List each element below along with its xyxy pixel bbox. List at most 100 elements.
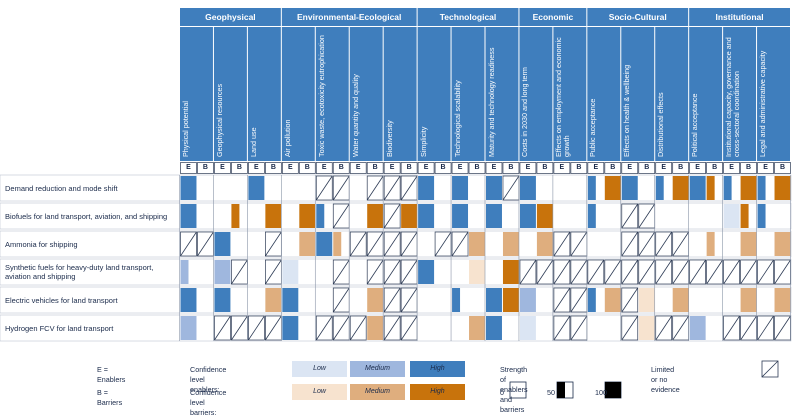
strength-bar (486, 316, 502, 340)
column-label: Geophysical resources (214, 83, 224, 157)
column-header-cell (655, 27, 689, 161)
no-evidence-diagonal (638, 259, 656, 285)
no-evidence-diagonal (774, 259, 791, 285)
eb-cell (502, 162, 520, 174)
column-header-cell (689, 27, 723, 161)
no-evidence-diagonal (655, 259, 673, 285)
legend-strength-title: Strength of enablers and barriers (500, 365, 528, 414)
eb-label: B (474, 164, 480, 171)
strength-bar (536, 204, 553, 228)
column-label: Biodiversity (384, 120, 394, 157)
column-header-cell (247, 27, 281, 161)
column-label: Political acceptance (690, 93, 700, 157)
strength-bar (587, 288, 596, 312)
strength-bar (418, 176, 435, 200)
category-label: Economic (532, 12, 574, 22)
no-evidence-diagonal (570, 315, 588, 341)
column-header-cell (383, 27, 417, 161)
legend-swatch-barrier (292, 384, 347, 400)
legend-no-evidence-diagonal (761, 360, 779, 378)
no-evidence-diagonal (383, 175, 401, 201)
legend-confidence-enablers: Confidence level enablers: (190, 365, 227, 394)
eb-label: B (644, 164, 650, 171)
strength-bar (316, 204, 325, 228)
legend-barriers-key: B = Barriers (97, 388, 123, 407)
strength-bar (587, 176, 596, 200)
column-label: Water quantity and quality (350, 74, 360, 157)
legend-strength-value: 100 (595, 388, 607, 397)
strength-bar (638, 288, 655, 312)
no-evidence-diagonal (434, 231, 452, 257)
row-label: Ammonia for shipping (5, 239, 78, 249)
column-label: Simplicity (418, 126, 428, 157)
row-label: Electric vehicles for land transport (5, 295, 118, 305)
category-label: Socio-Cultural (608, 12, 667, 22)
eb-label: B (304, 164, 310, 171)
eb-label: E (491, 164, 497, 171)
strength-bar (723, 204, 740, 228)
eb-cell (468, 162, 486, 174)
no-evidence-diagonal (723, 259, 740, 285)
strength-bar (502, 232, 519, 256)
no-evidence-diagonal (553, 315, 571, 341)
no-evidence-diagonal (180, 231, 197, 257)
eb-cell (638, 162, 656, 174)
strength-bar (502, 288, 519, 312)
legend-swatch-enabler (350, 361, 405, 377)
header-blank (0, 27, 179, 161)
strength-bar (740, 288, 757, 312)
column-header-cell (451, 27, 485, 161)
column-header-cell (553, 27, 587, 161)
no-evidence-diagonal (621, 259, 639, 285)
legend-strength-value: 50 (547, 388, 555, 397)
eb-cell (281, 162, 299, 174)
no-evidence-diagonal (672, 259, 689, 285)
eb-label: E (321, 164, 327, 171)
no-evidence-diagonal (315, 315, 333, 341)
category-band (180, 8, 281, 26)
eb-cell (485, 162, 503, 174)
column-label: Costs in 2030 and long term (520, 67, 530, 157)
strength-bar (214, 260, 231, 284)
legend-swatch-barrier-label: Low (313, 388, 326, 395)
eb-label: E (593, 164, 599, 171)
strength-bar (265, 288, 282, 312)
column-label: Distributional effects (656, 92, 666, 157)
strength-bar (248, 176, 265, 200)
no-evidence-diagonal (383, 259, 401, 285)
strength-bar (774, 176, 791, 200)
no-evidence-diagonal (332, 175, 350, 201)
eb-cell (774, 162, 791, 174)
column-label: Land use (248, 127, 258, 157)
strength-bar (740, 176, 757, 200)
column-label: Legal and administrative capacity (758, 50, 768, 157)
eb-cell (604, 162, 622, 174)
column-label: Technological scalability (452, 80, 462, 157)
strength-bar (180, 260, 189, 284)
no-evidence-diagonal (689, 259, 706, 285)
strength-bar (519, 204, 536, 228)
eb-label: E (457, 164, 463, 171)
strength-bar (723, 176, 732, 200)
eb-cell (265, 162, 282, 174)
category-label: Technological (439, 12, 497, 22)
legend-swatch-barrier (410, 384, 465, 400)
no-evidence-diagonal (332, 259, 350, 285)
strength-bar (180, 204, 197, 228)
no-evidence-diagonal (383, 287, 401, 313)
no-evidence-diagonal (332, 287, 350, 313)
strength-bar (333, 232, 342, 256)
strength-bar (774, 288, 791, 312)
strength-bar (740, 204, 749, 228)
column-label: Physical potential (181, 101, 190, 157)
no-evidence-diagonal (587, 259, 605, 285)
no-evidence-diagonal (621, 203, 639, 229)
no-evidence-diagonal (315, 175, 333, 201)
legend-strength-fill (605, 382, 621, 398)
strength-bar (655, 176, 664, 200)
eb-cell (434, 162, 452, 174)
eb-label: B (542, 164, 548, 171)
legend-no-evidence: Limited or no evidence (651, 365, 680, 394)
eb-cell (553, 162, 571, 174)
eb-label: E (695, 164, 700, 171)
